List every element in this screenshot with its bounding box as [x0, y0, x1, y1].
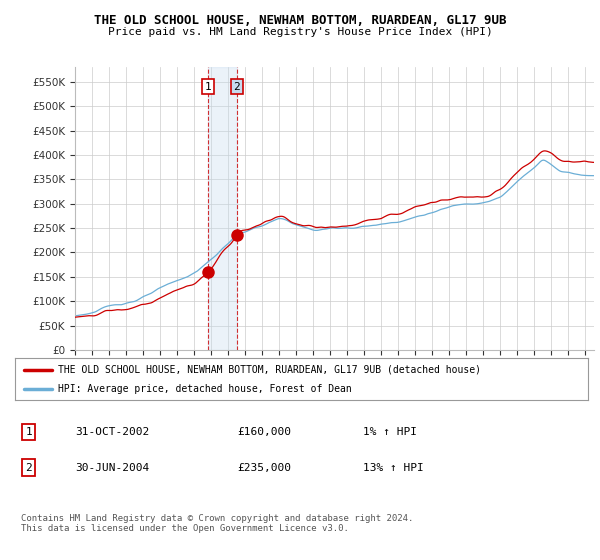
Text: 30-JUN-2004: 30-JUN-2004: [75, 463, 149, 473]
Text: Price paid vs. HM Land Registry's House Price Index (HPI): Price paid vs. HM Land Registry's House …: [107, 27, 493, 37]
Text: 13% ↑ HPI: 13% ↑ HPI: [363, 463, 424, 473]
Text: 1: 1: [25, 427, 32, 437]
Text: Contains HM Land Registry data © Crown copyright and database right 2024.
This d: Contains HM Land Registry data © Crown c…: [21, 514, 413, 533]
Text: THE OLD SCHOOL HOUSE, NEWHAM BOTTOM, RUARDEAN, GL17 9UB (detached house): THE OLD SCHOOL HOUSE, NEWHAM BOTTOM, RUA…: [58, 365, 481, 375]
Text: £235,000: £235,000: [237, 463, 291, 473]
Text: 1% ↑ HPI: 1% ↑ HPI: [363, 427, 417, 437]
Bar: [208, 67, 236, 350]
Text: 2: 2: [233, 82, 240, 92]
Text: 31-OCT-2002: 31-OCT-2002: [75, 427, 149, 437]
Text: £160,000: £160,000: [237, 427, 291, 437]
Text: THE OLD SCHOOL HOUSE, NEWHAM BOTTOM, RUARDEAN, GL17 9UB: THE OLD SCHOOL HOUSE, NEWHAM BOTTOM, RUA…: [94, 14, 506, 27]
Text: 2: 2: [25, 463, 32, 473]
Text: HPI: Average price, detached house, Forest of Dean: HPI: Average price, detached house, Fore…: [58, 384, 352, 394]
Text: 1: 1: [205, 82, 212, 92]
